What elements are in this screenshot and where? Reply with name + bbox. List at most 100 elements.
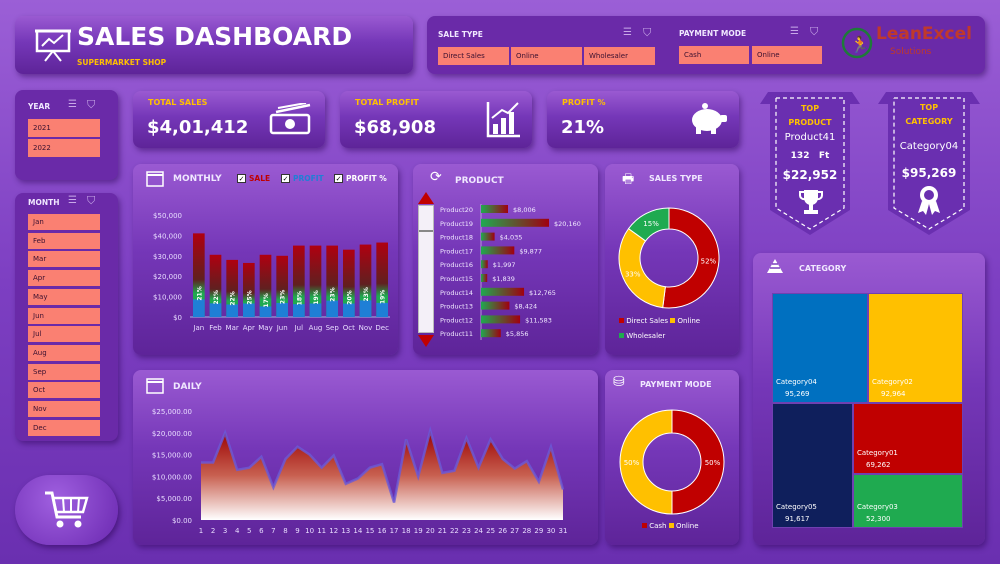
x-tick-label: Apr (243, 324, 255, 332)
x-tick-label: 19 (414, 527, 423, 535)
x-tick-label: 21 (438, 527, 447, 535)
donut-slice (671, 409, 725, 515)
kpi-value: $4,01,412 (147, 117, 249, 138)
x-tick-label: 24 (474, 527, 483, 535)
month-sep[interactable]: Sep (28, 363, 100, 380)
calendar-icon (146, 171, 164, 187)
scroll-up-button[interactable] (418, 192, 434, 204)
profit-pct-label: 21% (196, 286, 203, 300)
profit-pct-label: 18% (296, 291, 303, 305)
x-tick-label: 29 (534, 527, 543, 535)
product-value-label: $5,856 (506, 330, 529, 338)
x-tick-label: 6 (259, 527, 264, 535)
month-dec[interactable]: Dec (28, 419, 100, 436)
product-bar (481, 315, 521, 324)
product-label: Product19 (440, 220, 473, 228)
category-name: Category01 (857, 449, 898, 457)
clear-filter-icon[interactable]: ⛉ (643, 26, 652, 39)
sale-legend-label: SALE (249, 174, 271, 183)
donut-slice (618, 227, 666, 309)
multi-select-icon[interactable]: ☰ (68, 99, 77, 110)
top-category-heading-2: CATEGORY (905, 117, 953, 126)
payment-mode-cash[interactable]: Cash (679, 46, 749, 64)
x-tick-label: 5 (247, 527, 251, 535)
payment-mode-title: PAYMENT MODE (640, 380, 712, 389)
scrollbar-thumb[interactable] (419, 230, 433, 232)
category-value: 92,964 (881, 390, 906, 398)
sale-type-online[interactable]: Online (511, 47, 582, 65)
x-tick-label: 31 (559, 527, 568, 535)
month-jul[interactable]: Jul (28, 326, 100, 343)
month-may[interactable]: May (28, 288, 100, 305)
top-product-heading-1: TOP (800, 104, 820, 113)
monthly-chart-panel: MONTHLY ✓ SALE ✓ PROFIT ✓ PROFIT % $0 $10… (133, 164, 398, 355)
category-panel: CATEGORY Category04 95,269 Category02 92,96… (753, 253, 985, 545)
sale-bar (209, 254, 222, 317)
category-tile: Category04 95,269 (772, 293, 868, 403)
year-2021[interactable]: 2021 (28, 119, 100, 137)
top-category-card: TOP CATEGORY Category04 $95,269 (878, 90, 980, 236)
x-tick-label: Mar (226, 324, 239, 332)
month-feb[interactable]: Feb (28, 232, 100, 249)
product-value-label: $1,997 (493, 261, 516, 269)
presentation-icon (35, 29, 71, 62)
month-aug[interactable]: Aug (28, 344, 100, 361)
clear-filter-icon[interactable]: ⛉ (810, 25, 819, 38)
scroll-down-button[interactable] (418, 335, 434, 347)
profit-pct-legend-checkbox[interactable]: ✓ (334, 174, 343, 183)
x-tick-label: 14 (353, 527, 362, 535)
legend-swatch (619, 318, 624, 323)
cash-register-icon: 🖶 (622, 172, 635, 187)
x-tick-label: 16 (378, 527, 387, 535)
profit-legend-checkbox[interactable]: ✓ (281, 174, 290, 183)
x-tick-label: 22 (450, 527, 459, 535)
multi-select-icon[interactable]: ☰ (68, 195, 77, 206)
sales-type-title: SALES TYPE (649, 174, 703, 183)
x-tick-label: 11 (317, 527, 326, 535)
sale-type-direct-sales[interactable]: Direct Sales (438, 47, 509, 65)
clear-filter-icon[interactable]: ⛉ (87, 194, 96, 207)
month-apr[interactable]: Apr (28, 270, 100, 287)
top-product-heading-2: PRODUCT (788, 118, 832, 127)
runner-logo-icon: 🏃 (841, 27, 873, 59)
kpi-title: TOTAL PROFIT (355, 98, 419, 107)
x-tick-label: Sep (326, 324, 340, 332)
month-label: MONTH (28, 198, 60, 207)
month-jan[interactable]: Jan (28, 214, 100, 230)
profit-bar (326, 300, 338, 317)
sale-type-wholesaler[interactable]: Wholesaler (584, 47, 655, 65)
product-scrollbar[interactable] (418, 205, 434, 333)
year-2022[interactable]: 2022 (28, 139, 100, 157)
x-tick-label: 12 (329, 527, 338, 535)
payment-mode-online[interactable]: Online (752, 46, 822, 64)
month-jun[interactable]: Jun (28, 307, 100, 324)
product-bar (481, 232, 495, 241)
category-tile: Category01 69,262 (853, 403, 963, 474)
sale-legend-checkbox[interactable]: ✓ (237, 174, 246, 183)
profit-pct-label: 17% (263, 293, 270, 307)
clear-filter-icon[interactable]: ⛉ (87, 98, 96, 111)
multi-select-icon[interactable]: ☰ (623, 27, 632, 38)
x-tick-label: Jul (294, 324, 304, 332)
product-label: Product15 (440, 275, 473, 283)
x-tick-label: Jun (276, 324, 288, 332)
sale-bar (226, 259, 238, 317)
month-oct[interactable]: Oct (28, 382, 100, 399)
product-label: Product12 (440, 316, 473, 324)
product-bar (481, 218, 549, 227)
sale-bar (259, 254, 272, 317)
sale-type-label: SALE TYPE (438, 30, 483, 39)
svg-text:🏃: 🏃 (850, 35, 870, 54)
y-tick-label: $0 (173, 314, 182, 322)
product-bar (481, 274, 488, 282)
multi-select-icon[interactable]: ☰ (790, 26, 799, 37)
y-tick-label: $0.00 (172, 517, 192, 525)
category-name: Category04 (776, 378, 817, 386)
category-tile: Category02 92,964 (868, 293, 963, 403)
x-tick-label: 10 (305, 527, 314, 535)
top-product-qty: 132 (790, 151, 810, 161)
product-bar (481, 287, 525, 296)
month-mar[interactable]: Mar (28, 251, 100, 268)
cart-button[interactable] (15, 475, 118, 545)
month-nov[interactable]: Nov (28, 401, 100, 417)
